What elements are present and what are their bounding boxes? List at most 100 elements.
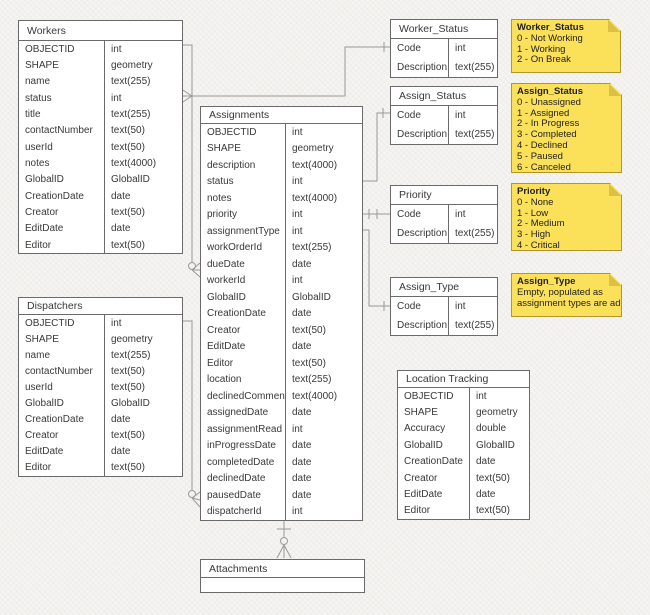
note-line: 6 - Canceled (517, 161, 571, 173)
field-row: Editor text(50) (398, 502, 529, 520)
field-name: Description (397, 129, 448, 140)
field-name: EditDate (25, 446, 64, 458)
table-worker-status[interactable]: Worker_Status Code int Description text(255) (390, 19, 498, 78)
field-type: int (448, 106, 497, 125)
field-type: int (285, 173, 362, 190)
table-assign-type[interactable]: Assign_Type Code int Description text(255) (390, 277, 498, 336)
note-line: 1 - Working (517, 43, 566, 55)
table-title[interactable]: Worker_Status (391, 20, 497, 39)
field-row: workOrderId text(255) (201, 239, 362, 256)
field-name: completedDate (207, 456, 275, 468)
field-name: GlobalID (25, 398, 64, 410)
table-title[interactable]: Assign_Type (391, 278, 497, 297)
field-type: int (448, 297, 497, 316)
field-type: text(50) (469, 469, 529, 487)
field-type: text(50) (469, 502, 529, 520)
field-name: Creator (25, 207, 59, 219)
field-type: text(50) (104, 237, 182, 254)
sticky-note-priority-note[interactable]: Priority 0 - None 1 - Low 2 - Medium 3 - Hig… (511, 183, 622, 251)
field-name: declinedDate (207, 473, 266, 485)
table-title[interactable]: Assign_Status (391, 87, 497, 106)
table-workers[interactable]: Workers OBJECTID int SHAPE geometry name text(… (18, 20, 183, 255)
field-type: int (104, 41, 182, 58)
table-title[interactable]: Attachments (201, 560, 364, 578)
table-title[interactable]: Priority (391, 186, 497, 205)
field-type: text(50) (104, 379, 182, 396)
field-type: text(50) (285, 322, 362, 339)
table-location-tracking[interactable]: Location Tracking OBJECTID int SHAPE geometr… (397, 370, 530, 521)
table-title[interactable]: Location Tracking (398, 371, 529, 388)
field-row: Accuracy double (398, 420, 529, 438)
field-row: priority int (201, 206, 362, 223)
table-attachments[interactable]: Attachments (200, 559, 365, 593)
note-fold-icon (608, 20, 620, 32)
crowfoot-icon (276, 544, 292, 559)
field-name: contactNumber (25, 125, 93, 137)
field-row: completedDate date (201, 454, 362, 471)
field-type: GlobalID (469, 437, 529, 454)
field-row: GlobalID GlobalID (398, 437, 529, 454)
field-name: GlobalID (25, 174, 64, 186)
table-title[interactable]: Assignments (201, 107, 362, 124)
field-name: EditDate (404, 489, 443, 501)
field-name: Description (397, 228, 448, 239)
field-row: GlobalID GlobalID (19, 395, 182, 412)
field-type: text(50) (104, 139, 182, 156)
field-row: inProgressDate date (201, 437, 362, 454)
field-type: date (285, 338, 362, 355)
field-row: Description text(255) (391, 224, 497, 243)
field-row: Creator text(50) (19, 204, 182, 221)
note-title: Assign_Status (517, 86, 583, 97)
note-line: 0 - Not Working (517, 32, 583, 44)
table-assignments[interactable]: Assignments OBJECTID int SHAPE geometry descr… (200, 106, 363, 521)
field-type: geometry (104, 57, 182, 74)
field-name: Code (397, 301, 421, 312)
table-priority[interactable]: Priority Code int Description text(255) (390, 185, 498, 244)
table-title[interactable]: Dispatchers (19, 298, 182, 315)
field-type: date (285, 470, 362, 487)
field-name: status (207, 176, 234, 188)
field-name: status (25, 92, 52, 104)
note-line: 0 - None (517, 196, 554, 208)
zero-circle-icon (188, 490, 196, 498)
field-name: workerId (207, 275, 246, 287)
field-type: GlobalID (104, 171, 182, 189)
field-type: text(255) (285, 371, 362, 388)
field-name: Editor (404, 505, 431, 517)
field-type: date (285, 487, 362, 504)
field-type: date (104, 443, 182, 460)
field-name: name (25, 349, 51, 361)
field-type: text(50) (104, 459, 182, 476)
field-type: int (104, 315, 182, 332)
note-line: assignment types are added (517, 297, 621, 309)
field-type: text(255) (104, 347, 182, 364)
connector-workers-worker-status (182, 42, 390, 103)
field-name: Code (397, 209, 421, 220)
field-type: geometry (285, 140, 362, 157)
field-row: GlobalID GlobalID (201, 289, 362, 306)
crowfoot-icon (191, 491, 201, 508)
field-name: SHAPE (25, 333, 59, 345)
field-row: dueDate date (201, 256, 362, 273)
field-name: Accuracy (404, 423, 446, 435)
field-type: text(4000) (285, 190, 362, 207)
field-name: priority (207, 209, 238, 221)
sticky-note-assign-status-note[interactable]: Assign_Status 0 - Unassigned 1 - Assigned 2… (511, 83, 622, 173)
table-title[interactable]: Workers (19, 21, 182, 41)
table-dispatchers[interactable]: Dispatchers OBJECTID int SHAPE geometry name t… (18, 297, 183, 477)
field-row: EditDate date (19, 443, 182, 460)
field-name: SHAPE (25, 60, 59, 72)
field-row: OBJECTID int (201, 124, 362, 141)
sticky-note-assign-type-note[interactable]: Assign_Type Empty, populated as assignment… (511, 273, 622, 317)
field-name: workOrderId (207, 242, 263, 254)
field-type: int (448, 39, 497, 58)
field-row: EditDate date (201, 338, 362, 355)
field-type: int (285, 503, 362, 520)
field-name: CreationDate (25, 190, 84, 202)
sticky-note-worker-status-note[interactable]: Worker_Status 0 - Not Working 1 - Working 2… (511, 19, 621, 73)
field-row: workerId int (201, 272, 362, 289)
table-assign-status[interactable]: Assign_Status Code int Description text(255) (390, 86, 498, 145)
connector-dispatchers-assignments (183, 320, 201, 508)
field-name: notes (25, 158, 50, 170)
field-name: location (207, 374, 242, 386)
